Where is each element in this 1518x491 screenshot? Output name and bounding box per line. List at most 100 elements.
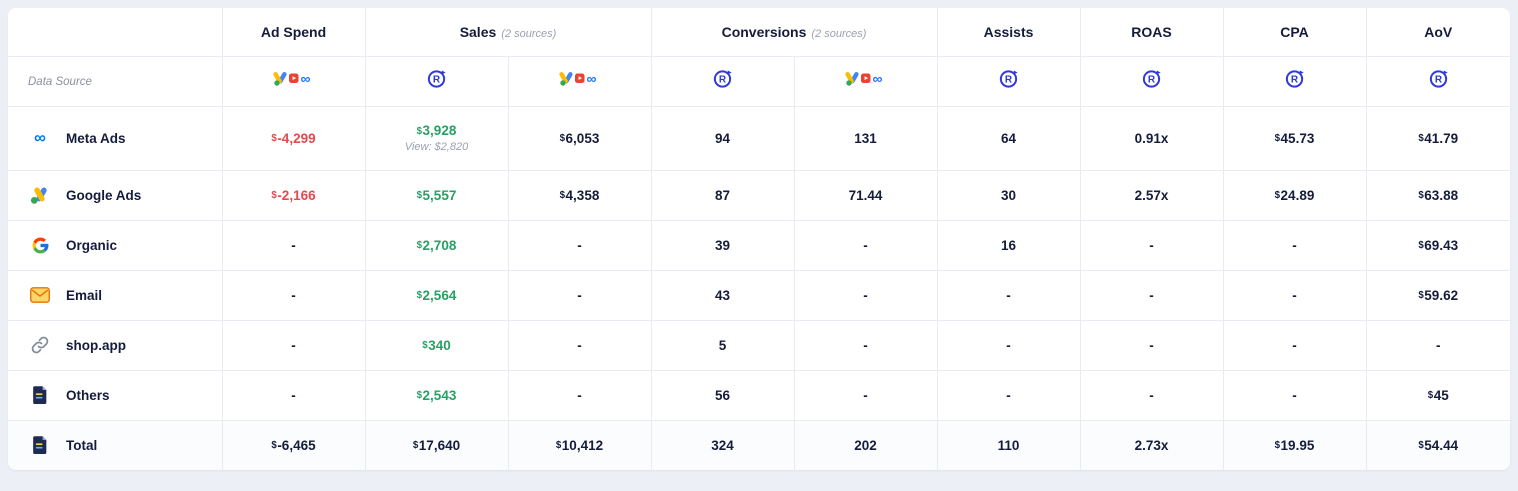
metric-cell: $69.43 <box>1365 220 1510 271</box>
metric-cell: 131 <box>793 106 937 171</box>
metric-cell: $45.73 <box>1222 106 1366 171</box>
metric-cell: $17,640 <box>364 419 508 470</box>
view-attribution-note: View: $2,820 <box>404 141 469 153</box>
metric-cell: 56 <box>650 370 794 421</box>
metric-cell: - <box>1365 320 1510 371</box>
link-icon <box>28 335 52 355</box>
table-row-shop-app: shop.app - $340-5- - - - - <box>8 320 1510 371</box>
column-header-ad-spend[interactable]: Ad Spend <box>221 8 365 57</box>
column-header-roas[interactable]: ROAS <box>1079 8 1223 57</box>
header-row: Ad Spend Sales (2 sources) Conversions (2 … <box>8 8 1510 57</box>
metric-cell: 110 <box>936 419 1080 470</box>
currency-symbol: $ <box>555 440 562 452</box>
metric-cell: 2.57x <box>1079 170 1223 221</box>
currency-symbol: $ <box>271 133 277 144</box>
r-attribution-icon: R <box>1141 68 1162 89</box>
currency-symbol: $ <box>416 390 423 401</box>
metric-cell: 324 <box>650 419 794 470</box>
document-icon <box>28 435 52 455</box>
metric-cell: $340 <box>364 320 508 371</box>
row-label: Organic <box>66 237 118 253</box>
row-label-cell-total[interactable]: Total <box>8 419 222 470</box>
metric-cell: $-2,166 <box>221 170 365 221</box>
metric-cell: $2,564 <box>364 270 508 321</box>
currency-symbol: $ <box>1274 133 1281 144</box>
table-row-email: Email - $2,564-43- - - - $59.62 <box>8 270 1510 321</box>
total-row: Total $-6,465 $17,640 $10,412 324 202 110 2.73x… <box>8 419 1510 470</box>
metric-cell: $10,412 <box>507 419 651 470</box>
ad-platforms-icon: ∞ <box>558 69 601 88</box>
metric-cell: $2,543 <box>364 370 508 421</box>
currency-symbol: $ <box>416 290 423 301</box>
metric-cell: 16 <box>936 220 1080 271</box>
currency-symbol: $ <box>559 190 566 201</box>
conversions-sources-note: (2 sources) <box>811 27 867 40</box>
metric-cell: - <box>221 220 365 271</box>
metric-cell: $19.95 <box>1222 419 1366 470</box>
currency-symbol: $ <box>1418 440 1424 452</box>
currency-symbol: $ <box>416 240 423 251</box>
table-row-organic: Organic - $2,708-39-16- - $69.43 <box>8 220 1510 271</box>
metric-cell: 0.91x <box>1079 106 1223 171</box>
attribution-table: Ad Spend Sales (2 sources) Conversions (2 … <box>8 8 1510 470</box>
column-header-cpa[interactable]: CPA <box>1222 8 1366 57</box>
sales-sources-note: (2 sources) <box>501 27 557 40</box>
row-label-cell-google-ads[interactable]: Google Ads <box>8 170 222 221</box>
metric-cell: - <box>1222 370 1366 421</box>
row-label-cell-meta-ads[interactable]: ∞ Meta Ads <box>8 106 222 171</box>
metric-cell: - <box>221 270 365 321</box>
data-source-label: Data Source <box>28 76 92 88</box>
document-icon <box>28 385 52 405</box>
metric-cell: 94 <box>650 106 794 171</box>
metric-cell: - <box>1079 270 1223 321</box>
metric-cell: $63.88 <box>1365 170 1510 221</box>
metric-cell: 30 <box>936 170 1080 221</box>
metric-cell: $54.44 <box>1365 419 1510 470</box>
metric-cell: - <box>936 370 1080 421</box>
svg-text:∞: ∞ <box>300 71 310 87</box>
metric-cell: - <box>507 320 651 371</box>
column-header-conversions[interactable]: Conversions (2 sources) <box>650 8 937 57</box>
currency-symbol: $ <box>416 125 423 137</box>
metric-cell: $59.62 <box>1365 270 1510 321</box>
column-header-assists[interactable]: Assists <box>936 8 1080 57</box>
metric-cell: $-4,299 <box>221 106 365 171</box>
r-attribution-icon: R <box>712 68 733 89</box>
metric-cell: $41.79 <box>1365 106 1510 171</box>
metric-cell: - <box>507 220 651 271</box>
table-body: ∞ Meta Ads $-4,299 $3,928 View: $2,820 $6,053… <box>8 106 1510 470</box>
metric-cell: 64 <box>936 106 1080 171</box>
table-row-google-ads: Google Ads $-2,166 $5,557 $4,358 87 71.44 30 2.… <box>8 170 1510 221</box>
table-row-meta-ads: ∞ Meta Ads $-4,299 $3,928 View: $2,820 $6,053… <box>8 106 1510 171</box>
svg-text:∞: ∞ <box>872 71 882 87</box>
currency-symbol: $ <box>1418 190 1424 201</box>
ad-platforms-icon: ∞ <box>844 69 887 88</box>
google-g-icon <box>28 236 52 255</box>
metric-cell: - <box>936 320 1080 371</box>
row-label: Email <box>66 287 103 303</box>
metric-cell: 5 <box>650 320 794 371</box>
currency-symbol: $ <box>1274 440 1281 452</box>
metric-cell: - <box>793 320 937 371</box>
r-attribution-icon: R <box>426 68 447 89</box>
svg-text:R: R <box>719 75 727 86</box>
metric-cell: $-6,465 <box>221 419 365 470</box>
metric-cell: - <box>793 270 937 321</box>
corner-cell <box>8 8 222 57</box>
metric-cell: - <box>1222 220 1366 271</box>
column-header-aov[interactable]: AoV <box>1365 8 1510 57</box>
column-header-sales[interactable]: Sales (2 sources) <box>364 8 651 57</box>
row-label-cell-email[interactable]: Email <box>8 270 222 321</box>
data-source-row: Data Source ∞ R ∞ R ∞ R R R R <box>8 56 1510 107</box>
row-label-cell-others[interactable]: Others <box>8 370 222 421</box>
r-attribution-icon: R <box>1284 68 1305 89</box>
currency-symbol: $ <box>1274 190 1281 201</box>
currency-symbol: $ <box>416 190 423 201</box>
row-label-cell-shop-app[interactable]: shop.app <box>8 320 222 371</box>
metric-cell: - <box>507 370 651 421</box>
row-label-cell-organic[interactable]: Organic <box>8 220 222 271</box>
svg-text:∞: ∞ <box>34 129 46 147</box>
svg-text:R: R <box>433 75 441 86</box>
metric-cell: - <box>1222 320 1366 371</box>
metric-cell: - <box>936 270 1080 321</box>
